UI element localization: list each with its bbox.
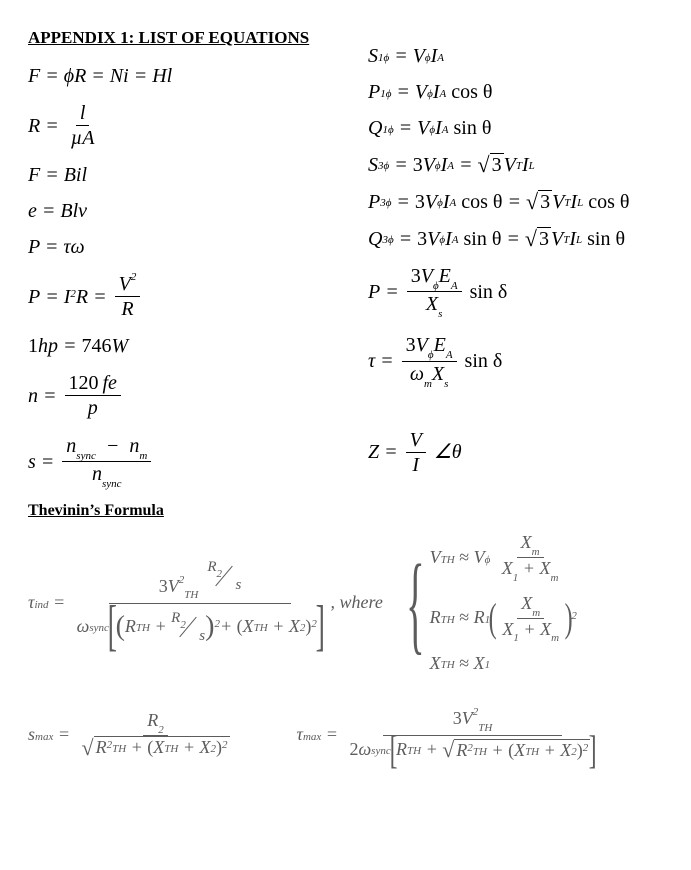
eq-slip: s = nsync − nm nsync xyxy=(28,434,328,489)
eq-n-120fe-p: n = 120fe p xyxy=(28,371,328,420)
eq-Q1phi: Q1ϕ = VϕIA sin θ xyxy=(368,117,663,139)
eq-F-phiR: F = ϕR = Ni = Hl xyxy=(28,65,328,87)
thevenin-block: τind = 3V2TH R2s ωsync [ ( RTH + R2s )2 … xyxy=(28,530,663,771)
eq-tau-max: τmax = 3V2TH 2ωsync [ RTH + √ R2TH + (XT… xyxy=(297,706,603,764)
eq-Q3phi: Q3ϕ = 3VϕIA sin θ = √3VTIL sin θ xyxy=(368,227,663,250)
eq-smax: smax = R2 √ R2TH + (XTH + X2)2 xyxy=(28,710,237,760)
equation-columns: F = ϕR = Ni = Hl R = l µA F = Bil e = Bl… xyxy=(28,58,663,496)
eq-P-sin-delta: P = 3VϕEA Xs sin δ xyxy=(368,264,663,319)
eq-P-tau-omega: P = τω xyxy=(28,236,328,258)
thevenin-heading: Thevinin’s Formula xyxy=(28,502,663,520)
eq-R-l-muA: R = l µA xyxy=(28,101,328,150)
eq-F-Bil: F = Bil xyxy=(28,164,328,186)
eq-e-Blv: e = Blv xyxy=(28,200,328,222)
eq-P1phi: P1ϕ = VϕIA cos θ xyxy=(368,81,663,103)
eq-hp: 1hp = 746W xyxy=(28,335,328,357)
eq-P3phi: P3ϕ = 3VϕIA cos θ = √3VTIL cos θ xyxy=(368,190,663,213)
eq-tau-sin-delta: τ = 3VϕEA ωmXs sin δ xyxy=(368,333,663,388)
eq-P-I2R: P = I2R = V2 R xyxy=(28,272,328,321)
left-column: F = ϕR = Ni = Hl R = l µA F = Bil e = Bl… xyxy=(28,58,328,496)
eq-S1phi: S1ϕ = VϕIA xyxy=(368,45,663,67)
right-column: S1ϕ = VϕIA P1ϕ = VϕIA cos θ Q1ϕ = VϕIA s… xyxy=(368,38,663,496)
eq-tau-ind: τind = 3V2TH R2s ωsync [ ( RTH + R2s )2 … xyxy=(28,530,663,675)
eq-Z: Z = V I ∠θ xyxy=(368,428,663,477)
eq-S3phi: S3ϕ = 3VϕIA = √3VTIL xyxy=(368,153,663,176)
